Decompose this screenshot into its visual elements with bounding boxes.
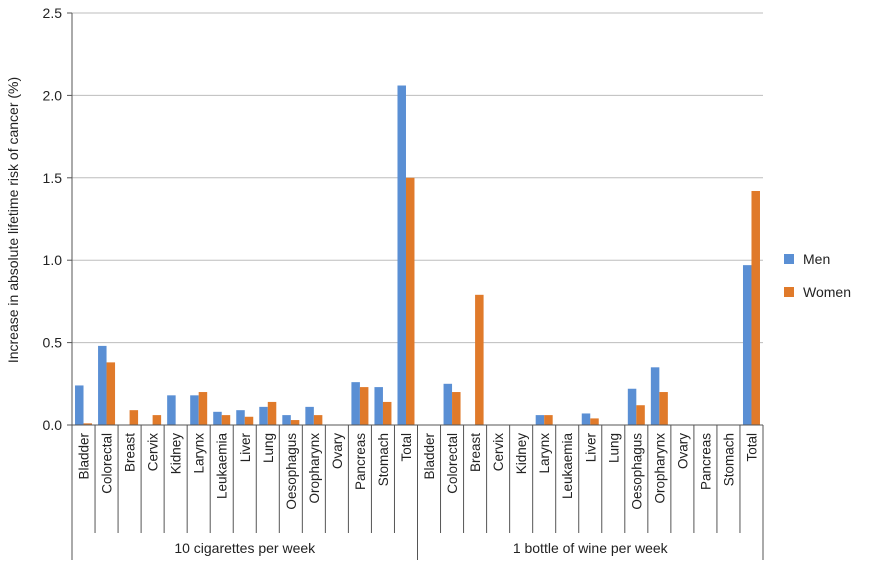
category-label: Lung	[261, 433, 276, 463]
category-label: Ovary	[675, 433, 690, 469]
category-label: Cervix	[491, 433, 506, 472]
category-label: Breast	[468, 433, 483, 472]
bar-women	[659, 392, 668, 425]
bar-men	[259, 406, 268, 425]
bar-men	[236, 410, 245, 425]
bar-women	[290, 420, 300, 425]
y-tick-label: 0.0	[43, 417, 63, 433]
legend-swatch-men	[784, 254, 794, 264]
category-label: Larynx	[192, 433, 207, 474]
axes	[67, 12, 764, 560]
category-label: Stomach	[376, 433, 391, 486]
bar-women	[83, 423, 93, 425]
bar-women	[544, 415, 553, 425]
y-tick-labels: 0.0 0.5 1.0 1.5 2.0 2.5	[43, 5, 63, 433]
category-label: Oesophagus	[629, 433, 644, 510]
category-label: Pancreas	[353, 433, 368, 490]
bar-men	[98, 345, 107, 425]
bar-women	[405, 177, 415, 425]
y-tick-label: 1.5	[43, 170, 63, 186]
bar-women	[313, 415, 323, 425]
bar-men	[627, 388, 637, 425]
category-label: Bladder	[77, 433, 92, 480]
bar-women	[751, 190, 760, 425]
category-label: Cervix	[146, 433, 161, 472]
group-label: 10 cigarettes per week	[174, 540, 316, 556]
category-label: Oesophagus	[284, 433, 299, 510]
legend-label-women: Women	[803, 284, 851, 300]
legend: Men Women	[784, 251, 851, 300]
bar-women	[221, 415, 231, 425]
category-label: Liver	[583, 433, 598, 463]
bar-women	[198, 392, 208, 425]
category-label: Bladder	[422, 433, 437, 480]
bar-men	[213, 411, 222, 425]
bar-men	[650, 367, 660, 425]
category-label: Breast	[123, 433, 138, 472]
category-label: Oropharynx	[307, 433, 322, 504]
bar-men	[535, 415, 545, 425]
bar-women	[129, 410, 139, 425]
bar-women	[359, 387, 369, 425]
bar-men	[190, 395, 199, 425]
category-label: Colorectal	[445, 433, 460, 494]
group-labels: 10 cigarettes per week 1 bottle of wine p…	[174, 540, 668, 556]
bar-men	[167, 395, 176, 425]
category-label: Oropharynx	[652, 433, 667, 504]
category-label: Larynx	[537, 433, 552, 474]
bar-men	[443, 383, 453, 425]
category-label: Kidney	[169, 433, 184, 475]
gridlines	[72, 12, 763, 344]
bar-women	[475, 294, 484, 425]
category-label: Leukaemia	[215, 433, 230, 500]
category-label: Colorectal	[100, 433, 115, 494]
y-tick-label: 2.0	[43, 87, 63, 103]
category-label: Lung	[606, 433, 621, 463]
bar-men	[581, 413, 591, 425]
bar-women	[267, 401, 277, 425]
legend-label-men: Men	[803, 251, 830, 267]
category-label: Ovary	[330, 433, 345, 469]
category-labels: Bladder Colorectal Breast Cervix Kidney Laryn…	[77, 433, 760, 510]
bar-men	[305, 406, 314, 425]
group-label: 1 bottle of wine per week	[513, 540, 669, 556]
legend-swatch-women	[784, 287, 794, 297]
y-tick-label: 0.5	[43, 335, 63, 351]
category-label: Total	[744, 433, 759, 462]
category-label: Leukaemia	[560, 433, 575, 500]
y-axis-label: Increase in absolute lifetime risk of ca…	[5, 77, 21, 363]
bar-women	[590, 418, 599, 425]
bar-women	[382, 401, 392, 425]
bars	[75, 85, 760, 426]
bar-women	[636, 405, 645, 425]
bar-women	[452, 392, 461, 425]
y-tick-label: 1.0	[43, 252, 63, 268]
category-label: Stomach	[721, 433, 736, 486]
category-label: Total	[399, 433, 414, 462]
bar-men	[351, 382, 360, 425]
bar-men	[374, 387, 383, 425]
y-tick-label: 2.5	[43, 5, 63, 21]
bar-men	[397, 85, 406, 426]
category-label: Kidney	[514, 433, 529, 475]
category-label: Liver	[238, 433, 253, 463]
bar-women	[244, 416, 254, 425]
bar-men	[282, 415, 291, 425]
category-label: Pancreas	[698, 433, 713, 490]
bar-women	[152, 415, 162, 425]
bar-men	[75, 385, 84, 425]
bar-men	[742, 265, 752, 425]
bar-women	[106, 362, 116, 425]
